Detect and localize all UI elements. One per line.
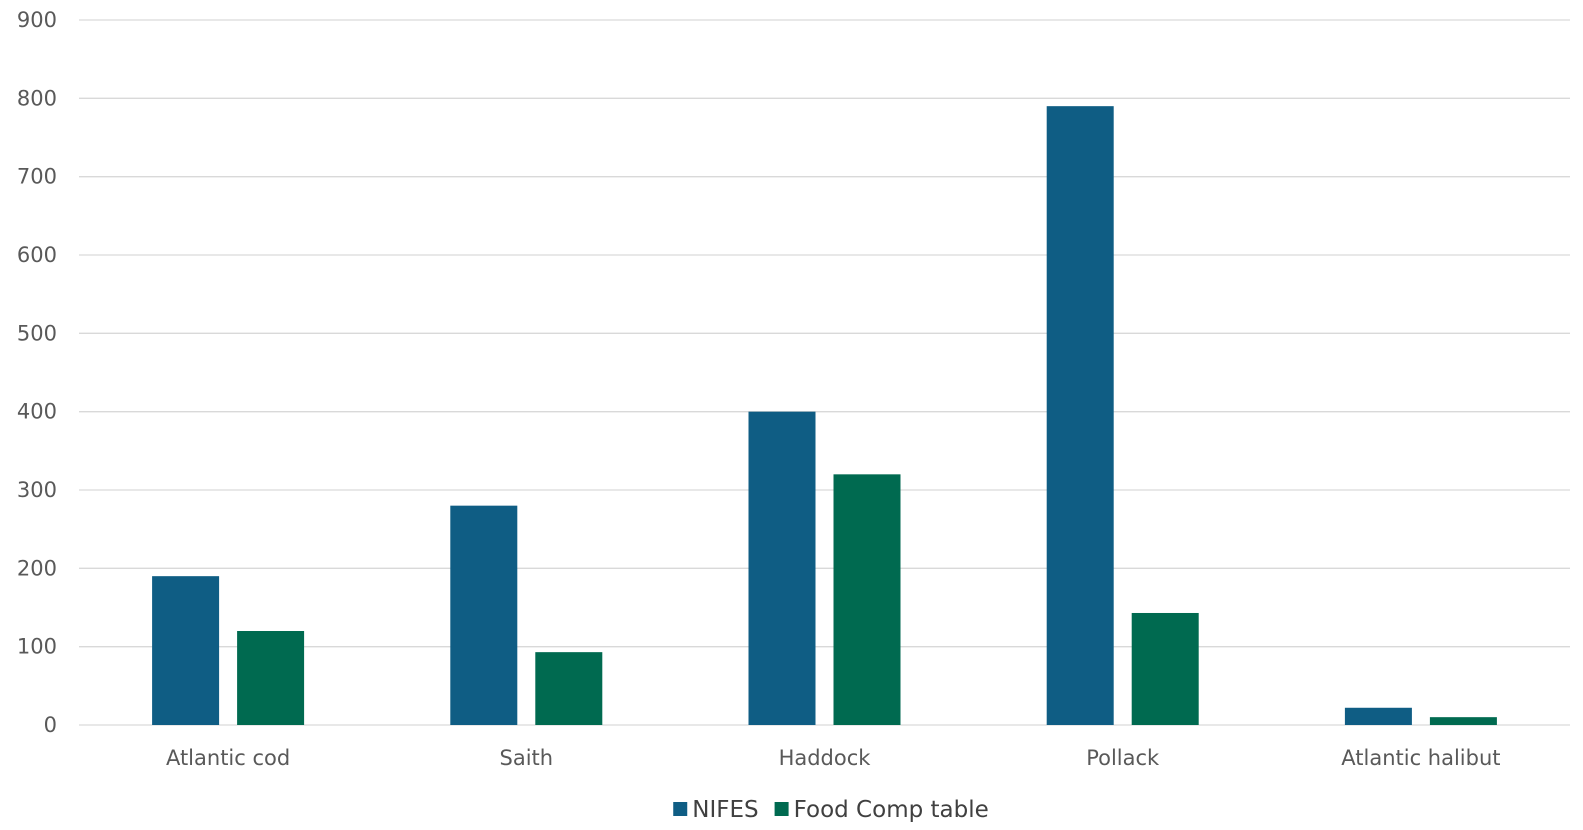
y-tick-label: 700 [17, 165, 57, 189]
x-category-label: Haddock [779, 746, 872, 770]
bar-food-comp-table-saith [535, 652, 603, 725]
legend: NIFES Food Comp table [673, 797, 989, 823]
legend-swatch-nifes [673, 802, 688, 816]
x-axis-category-labels: Atlantic cod Saith Haddock Pollack Atlantic … [166, 746, 1501, 770]
legend-label: Food Comp table [794, 797, 989, 823]
y-tick-label: 300 [17, 478, 57, 502]
x-category-label: Saith [500, 746, 554, 770]
y-tick-label: 500 [17, 321, 57, 345]
bar-nifes-haddock [748, 411, 816, 725]
bar-food-comp-table-atlantic-halibut [1429, 717, 1497, 725]
gridlines [79, 19, 1570, 726]
bar-food-comp-table-haddock [833, 474, 901, 725]
bar-nifes-pollack [1046, 106, 1114, 725]
bar-nifes-atlantic-cod [152, 576, 220, 725]
legend-swatch-food-comp-table [774, 802, 789, 816]
y-axis-tick-labels: 0 100 200 300 400 500 600 700 800 900 [17, 8, 57, 737]
y-tick-label: 900 [17, 8, 57, 32]
bar-food-comp-table-pollack [1131, 612, 1199, 725]
y-tick-label: 600 [17, 243, 57, 267]
y-tick-label: 200 [17, 556, 57, 580]
x-category-label: Atlantic cod [166, 746, 290, 770]
x-category-label: Atlantic halibut [1341, 746, 1500, 770]
bar-food-comp-table-atlantic-cod [237, 631, 305, 725]
y-tick-label: 0 [44, 713, 57, 737]
x-category-label: Pollack [1086, 746, 1160, 770]
y-tick-label: 100 [17, 635, 57, 659]
legend-label: NIFES [692, 797, 758, 823]
y-tick-label: 800 [17, 86, 57, 110]
bar-nifes-atlantic-halibut [1344, 707, 1412, 725]
bars [152, 106, 1497, 725]
bar-nifes-saith [450, 505, 518, 725]
y-tick-label: 400 [17, 400, 57, 424]
